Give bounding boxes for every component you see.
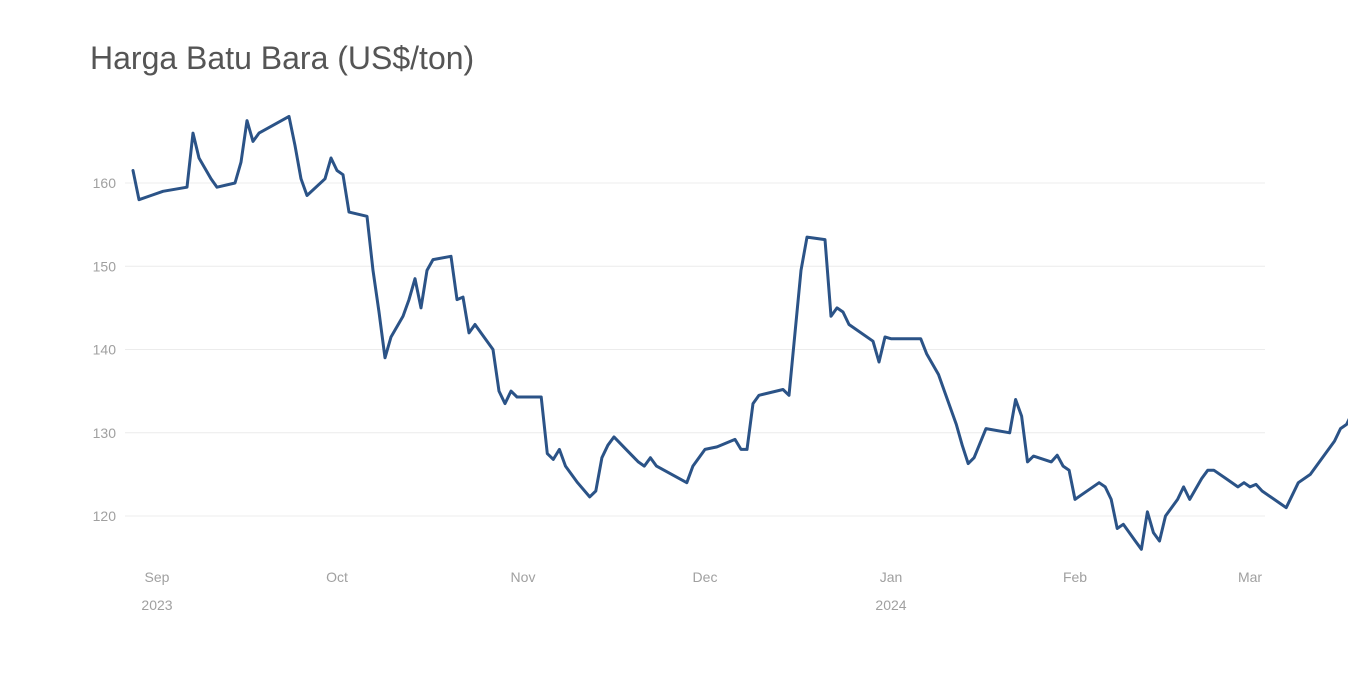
chart-title: Harga Batu Bara (US$/ton): [90, 40, 475, 76]
x-tick-year-label: 2023: [141, 597, 172, 613]
y-axis: 120 130 140 150 160: [93, 175, 117, 524]
x-tick-label: Mar: [1238, 569, 1262, 585]
x-tick-label: Jan: [880, 569, 903, 585]
y-tick-label: 150: [93, 258, 117, 274]
x-tick-year-label: 2024: [875, 597, 906, 613]
y-tick-label: 140: [93, 342, 117, 358]
y-tick-label: 130: [93, 425, 117, 441]
y-tick-label: 160: [93, 175, 117, 191]
series-line-0: [131, 114, 1348, 551]
x-axis: Sep 2023 Oct Nov Dec Jan 2024 Feb Mar: [141, 569, 1262, 613]
x-tick-label: Nov: [511, 569, 536, 585]
gridlines: [125, 182, 1265, 517]
x-tick-label: Oct: [326, 569, 348, 585]
x-tick-label: Dec: [693, 569, 718, 585]
y-tick-label: 120: [93, 508, 117, 524]
x-tick-label: Sep: [145, 569, 170, 585]
series-lines: [131, 114, 1348, 551]
x-tick-label: Feb: [1063, 569, 1087, 585]
